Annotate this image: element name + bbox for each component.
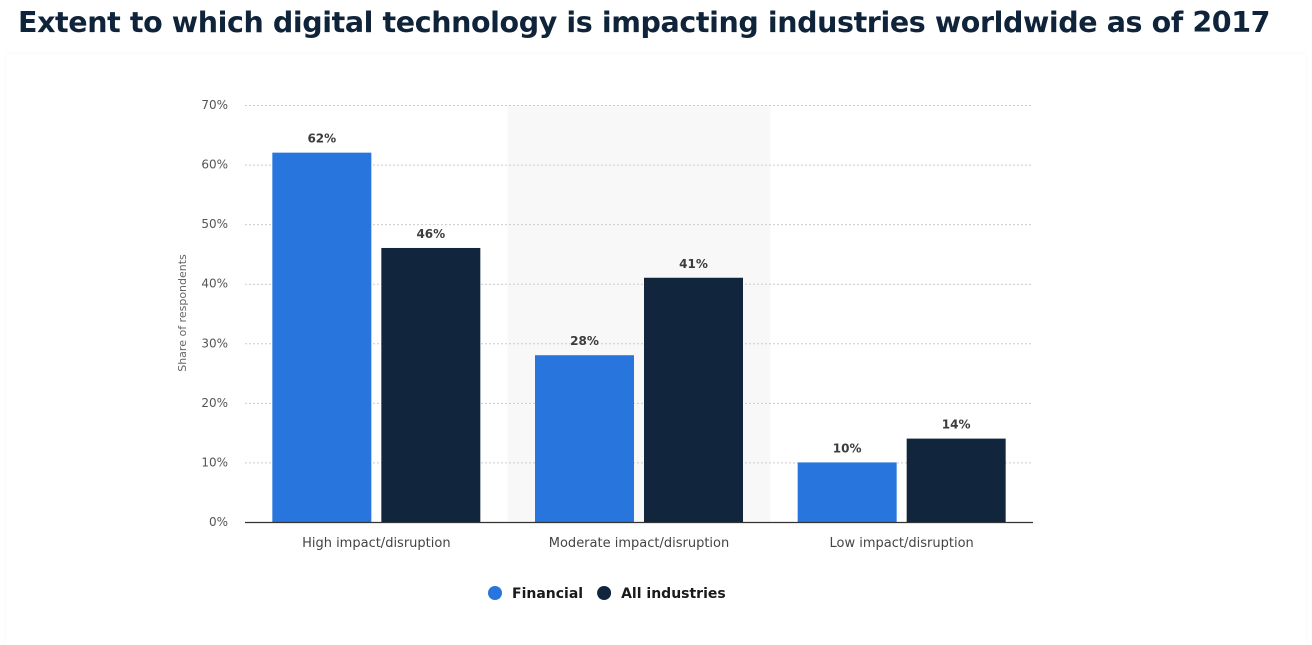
legend-label: All industries [621,586,726,602]
bar-financial[interactable] [272,152,372,522]
y-tick-label: 60% [201,158,228,172]
data-label: 10% [833,441,862,455]
data-label: 62% [307,132,336,146]
bar-financial[interactable] [797,462,897,522]
x-tick-label: Moderate impact/disruption [549,536,729,551]
bar-all-industries[interactable] [381,247,481,522]
data-label: 28% [570,334,599,348]
y-tick-label: 70% [201,98,228,112]
data-label: 46% [416,227,445,241]
y-tick-label: 0% [209,515,228,529]
y-tick-label: 40% [201,277,228,291]
bar-all-industries[interactable] [644,277,743,522]
y-tick-label: 10% [201,455,228,469]
x-tick-label: High impact/disruption [302,536,451,551]
x-tick-label: Low impact/disruption [830,536,974,551]
chart-title: Extent to which digital technology is im… [18,6,1271,39]
bar-financial[interactable] [535,355,634,522]
legend-label: Financial [512,586,583,602]
data-label: 41% [679,257,708,271]
y-tick-label: 50% [201,217,228,231]
legend-item-all-industries[interactable]: All industries [597,586,726,602]
y-tick-label: 30% [201,336,228,350]
data-label: 14% [942,418,971,432]
legend-marker-icon [488,586,502,600]
legend-marker-icon [597,586,612,600]
bar-all-industries[interactable] [906,438,1006,522]
y-axis-label: Share of respondents [176,254,189,372]
y-tick-label: 20% [201,396,228,410]
legend-item-financial[interactable]: Financial [488,586,583,602]
